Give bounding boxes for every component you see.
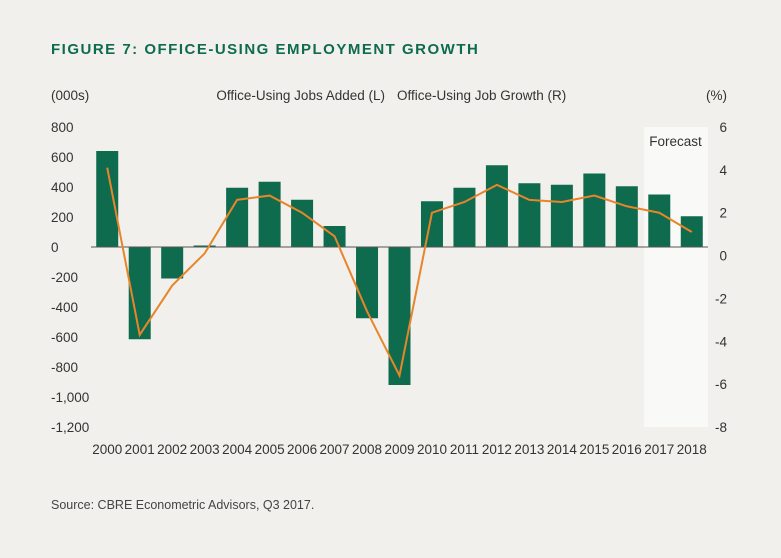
x-tick-label: 2018 — [677, 442, 707, 457]
x-tick-label: 2004 — [222, 442, 253, 457]
left-tick-label: -1,000 — [51, 390, 89, 405]
bar-2015 — [583, 173, 606, 247]
x-tick-label: 2009 — [384, 442, 414, 457]
right-tick-label: -4 — [715, 334, 727, 349]
x-tick-label: 2006 — [287, 442, 317, 457]
right-tick-label: 0 — [719, 249, 727, 264]
bar-2012 — [485, 165, 508, 247]
bar-2010 — [420, 201, 443, 247]
right-tick-label: -2 — [715, 291, 727, 306]
bar-2008 — [356, 247, 379, 319]
x-tick-label: 2003 — [190, 442, 220, 457]
legend-bar-series: Office-Using Jobs Added (L) — [216, 88, 385, 103]
left-tick-label: -1,200 — [51, 420, 89, 435]
bar-2013 — [518, 183, 541, 247]
x-tick-label: 2007 — [320, 442, 350, 457]
x-tick-label: 2008 — [352, 442, 382, 457]
left-tick-label: -600 — [51, 330, 78, 345]
chart-title: FIGURE 7: OFFICE-USING EMPLOYMENT GROWTH — [51, 41, 480, 58]
legend-line-series: Office-Using Job Growth (R) — [397, 88, 566, 103]
left-tick-label: 600 — [51, 150, 74, 165]
bar-2014 — [550, 184, 573, 247]
x-tick-label: 2005 — [255, 442, 285, 457]
right-tick-label: 2 — [719, 206, 727, 221]
bar-2003 — [193, 245, 216, 247]
left-tick-label: 0 — [51, 240, 59, 255]
right-tick-label: -8 — [715, 420, 727, 435]
right-tick-label: -6 — [715, 377, 727, 392]
x-tick-label: 2011 — [450, 442, 479, 457]
left-tick-label: 200 — [51, 210, 74, 225]
right-tick-label: 4 — [719, 163, 727, 178]
left-tick-label: -800 — [51, 360, 78, 375]
x-tick-label: 2001 — [125, 442, 155, 457]
bar-2004 — [226, 187, 249, 247]
right-tick-label: 6 — [719, 120, 727, 135]
bar-2011 — [453, 187, 476, 247]
growth-line — [106, 167, 693, 379]
bar-2017 — [648, 194, 671, 247]
forecast-band — [644, 127, 708, 427]
x-tick-label: 2002 — [157, 442, 187, 457]
bar-series — [96, 151, 703, 385]
left-tick-label: 400 — [51, 180, 74, 195]
bar-2005 — [258, 181, 281, 247]
left-tick-label: -200 — [51, 270, 78, 285]
left-tick-label: -400 — [51, 300, 78, 315]
bar-2000 — [96, 151, 119, 247]
right-axis-label: (%) — [706, 88, 727, 103]
left-axis-ticks: 800 600 400 200 0 -200 -400 -600 -800 -1,000 -1,20… — [51, 120, 89, 435]
bar-2016 — [615, 186, 638, 247]
left-axis-label: (000s) — [51, 88, 89, 103]
x-tick-label: 2000 — [92, 442, 122, 457]
x-tick-label: 2013 — [514, 442, 544, 457]
x-tick-label: 2016 — [612, 442, 642, 457]
bar-2006 — [291, 199, 314, 247]
x-tick-label: 2017 — [644, 442, 674, 457]
x-tick-label: 2015 — [579, 442, 609, 457]
x-axis-ticks: 2000 2001 2002 2003 2004 2005 2006 2007 2008 2009… — [92, 442, 707, 457]
left-tick-label: 800 — [51, 120, 74, 135]
bar-2002 — [161, 247, 184, 279]
source-note: Source: CBRE Econometric Advisors, Q3 20… — [51, 498, 315, 512]
x-tick-label: 2014 — [547, 442, 578, 457]
bar-2001 — [128, 247, 151, 340]
x-tick-label: 2012 — [482, 442, 512, 457]
x-tick-label: 2010 — [417, 442, 447, 457]
right-axis-ticks: 6 4 2 0 -2 -4 -6 -8 — [715, 120, 728, 435]
bar-2009 — [388, 247, 411, 385]
forecast-label: Forecast — [649, 134, 702, 149]
